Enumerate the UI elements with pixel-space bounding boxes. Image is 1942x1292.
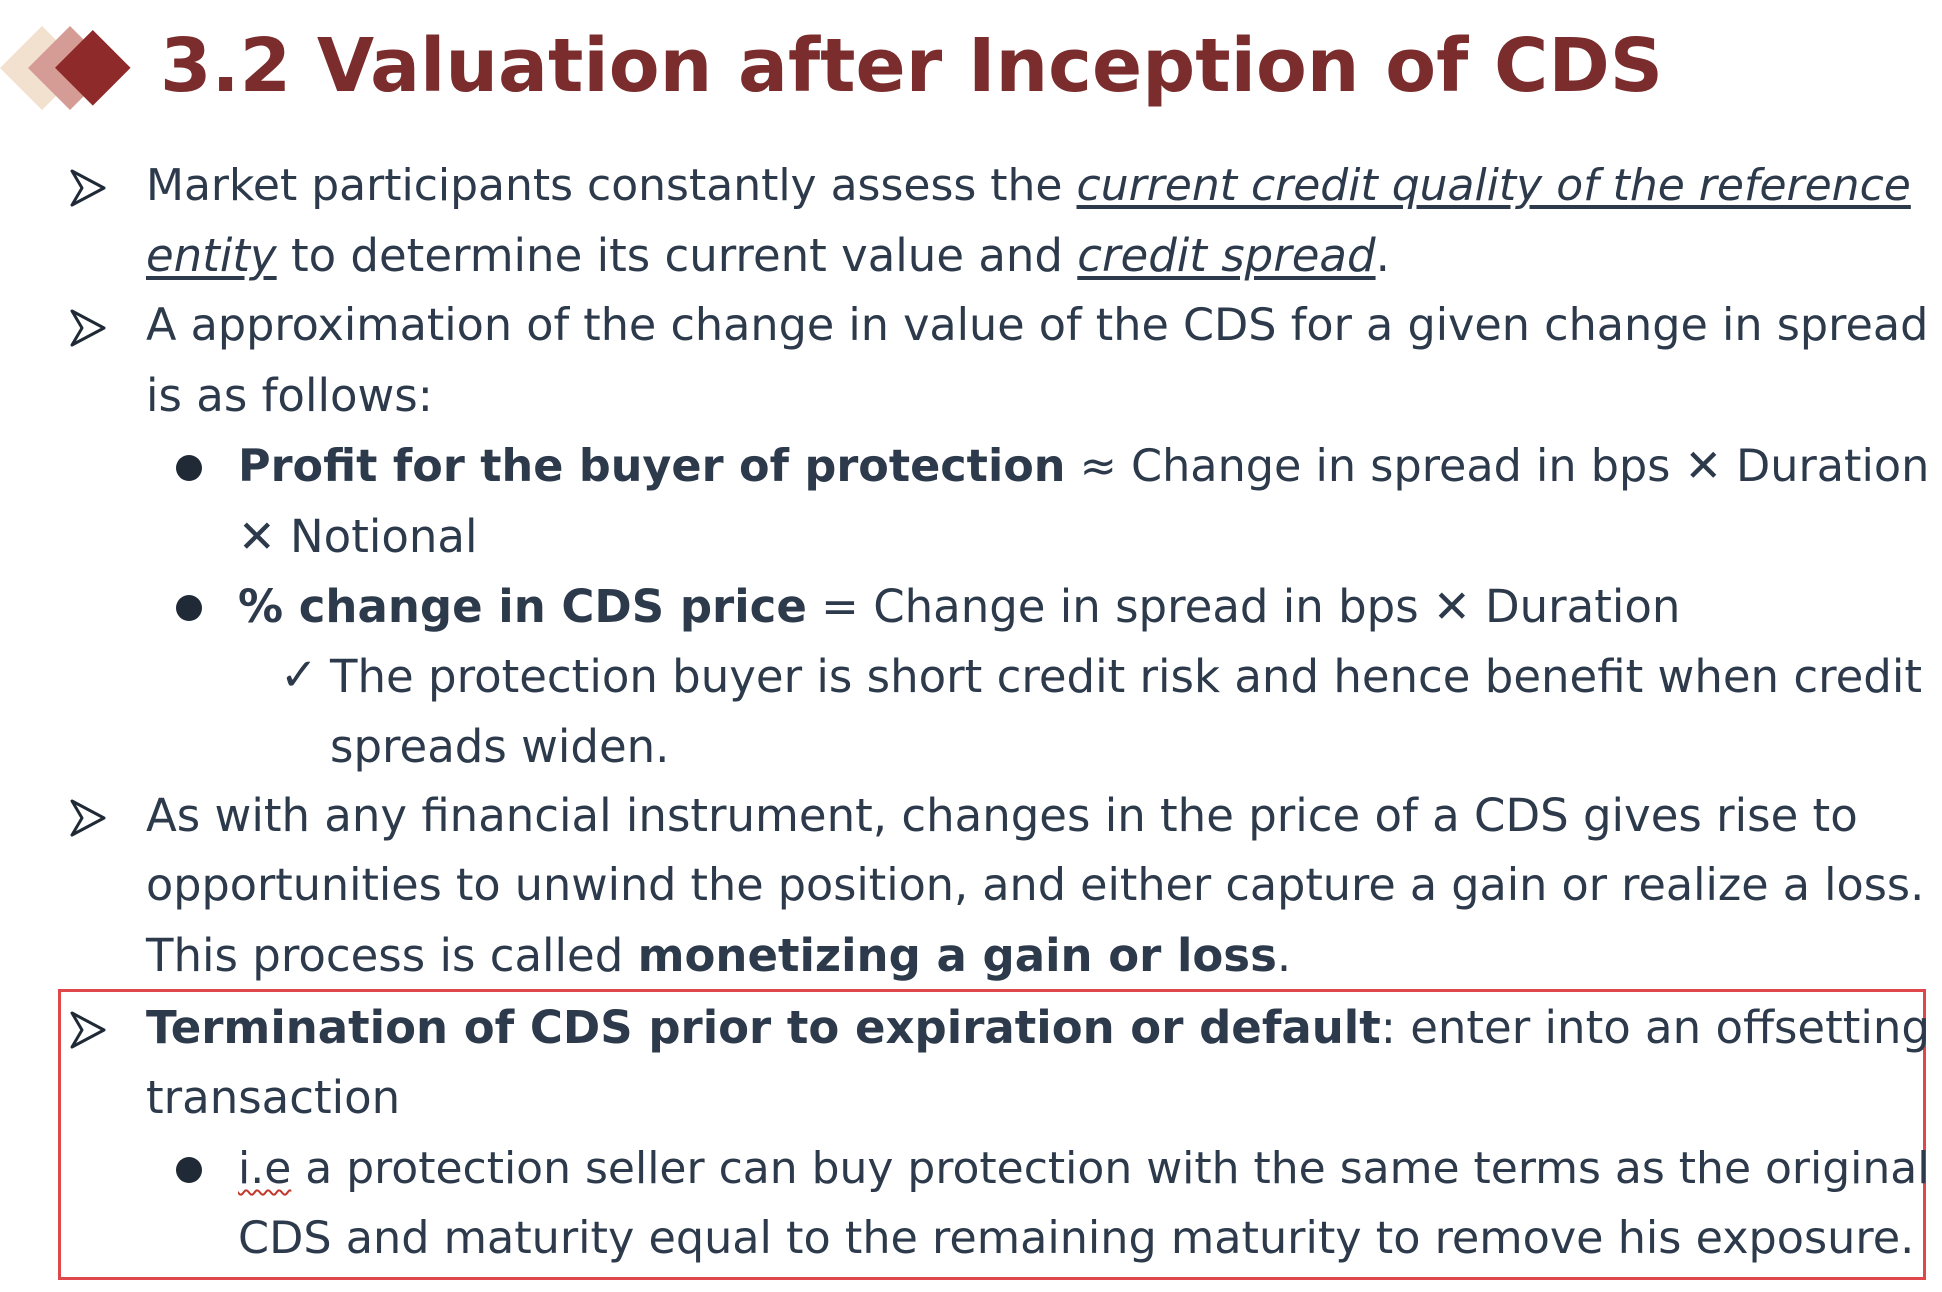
bullet-2a-line-1: Profit for the buyer of protection ≈ Cha… — [238, 441, 1930, 492]
bullet-1-line-2: entity to determine its current value an… — [146, 229, 1390, 282]
highlight-box — [58, 989, 1926, 1280]
diamond-logo-icon — [0, 26, 131, 110]
bullet-3-line-2: opportunities to unwind the position, an… — [146, 860, 1925, 911]
bullet-2a-line-2: ✕ Notional — [238, 510, 478, 563]
bullet-4a-line-2: CDS and maturity equal to the remaining … — [238, 1213, 1915, 1264]
check-line-1: The protection buyer is short credit ris… — [330, 650, 1923, 703]
emphasis-text: current credit quality of the reference — [1076, 160, 1911, 211]
arrow-bullet-icon — [70, 169, 106, 207]
bullet-4-line-1: Termination of CDS prior to expiration o… — [146, 1001, 1930, 1054]
round-bullet-icon — [176, 1157, 202, 1183]
round-bullet-icon — [176, 455, 202, 481]
check-line-2: spreads widen. — [330, 720, 670, 773]
arrow-bullet-icon — [70, 799, 106, 837]
bullet-3-line-1: As with any financial instrument, change… — [146, 789, 1858, 842]
bullet-4-line-2: transaction — [146, 1071, 401, 1124]
arrow-bullet-icon — [70, 1011, 106, 1049]
checkmark-icon: ✓ — [280, 648, 318, 701]
bullet-2-line-2: is as follows: — [146, 369, 433, 422]
round-bullet-icon — [176, 595, 202, 621]
page-title: 3.2 Valuation after Inception of CDS — [160, 23, 1664, 109]
bullet-2b-line: % change in CDS price = Change in spread… — [238, 580, 1681, 633]
bullet-4a-line-1: i.e a protection seller can buy protecti… — [238, 1143, 1930, 1194]
bullet-2-line-1: A approximation of the change in value o… — [146, 300, 1929, 351]
bullet-3-line-3: This process is called monetizing a gain… — [146, 929, 1292, 982]
bullet-1-line-1: Market participants constantly assess th… — [146, 160, 1911, 211]
arrow-bullet-icon — [70, 309, 106, 347]
